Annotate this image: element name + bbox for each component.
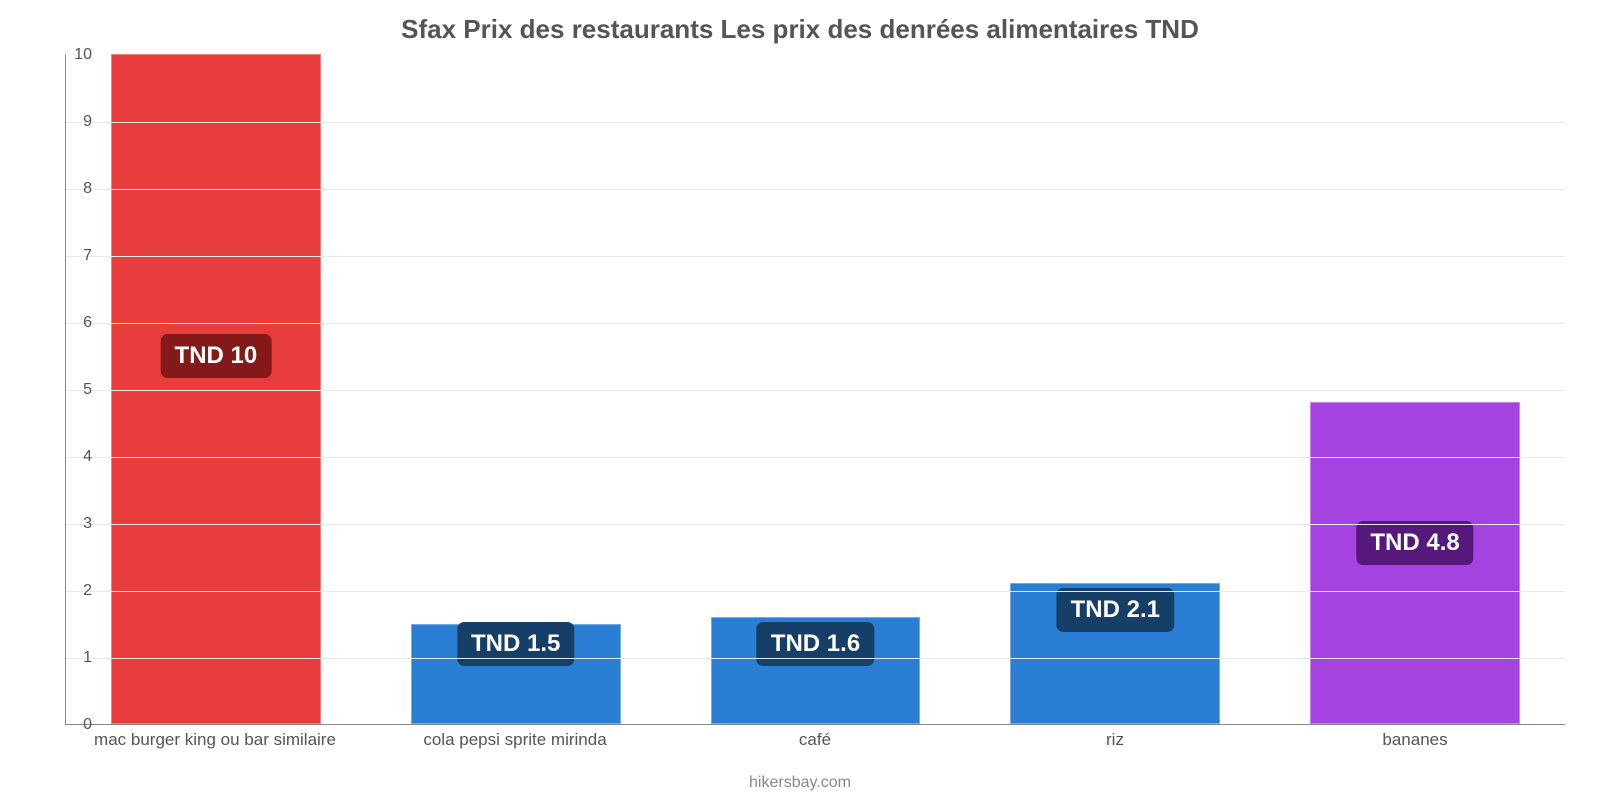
- gridline: [66, 390, 1565, 391]
- x-category-label: bananes: [1265, 730, 1565, 750]
- gridline: [66, 323, 1565, 324]
- y-tick-label: 8: [52, 180, 92, 198]
- y-tick-label: 6: [52, 314, 92, 332]
- y-tick-label: 7: [52, 247, 92, 265]
- gridline: [66, 256, 1565, 257]
- bar-value-label: TND 10: [161, 334, 272, 378]
- y-tick-label: 5: [52, 381, 92, 399]
- gridline: [66, 457, 1565, 458]
- bar: [111, 54, 321, 724]
- x-category-label: riz: [965, 730, 1265, 750]
- x-category-label: cola pepsi sprite mirinda: [365, 730, 665, 750]
- y-tick-label: 0: [52, 716, 92, 734]
- source-attribution: hikersbay.com: [0, 774, 1600, 792]
- gridline: [66, 122, 1565, 123]
- gridline: [66, 189, 1565, 190]
- y-tick-label: 1: [52, 649, 92, 667]
- bar-value-label: TND 4.8: [1356, 521, 1473, 565]
- x-category-label: mac burger king ou bar similaire: [65, 730, 365, 750]
- bar-value-label: TND 2.1: [1057, 588, 1174, 632]
- gridline: [66, 524, 1565, 525]
- bar-value-label: TND 1.5: [457, 622, 574, 666]
- x-axis-labels: mac burger king ou bar similairecola pep…: [65, 730, 1565, 750]
- y-tick-label: 4: [52, 448, 92, 466]
- plot-area: TND 10 TND 1.5 TND 1.6 TND 2.1 TND 4.8: [65, 55, 1565, 725]
- x-category-label: café: [665, 730, 965, 750]
- y-tick-label: 2: [52, 582, 92, 600]
- bar-value-label: TND 1.6: [757, 622, 874, 666]
- y-tick-label: 3: [52, 515, 92, 533]
- gridline: [66, 591, 1565, 592]
- price-bar-chart: Sfax Prix des restaurants Les prix des d…: [0, 0, 1600, 800]
- y-tick-label: 10: [52, 46, 92, 64]
- gridline: [66, 658, 1565, 659]
- y-tick-label: 9: [52, 113, 92, 131]
- chart-title: Sfax Prix des restaurants Les prix des d…: [0, 0, 1600, 45]
